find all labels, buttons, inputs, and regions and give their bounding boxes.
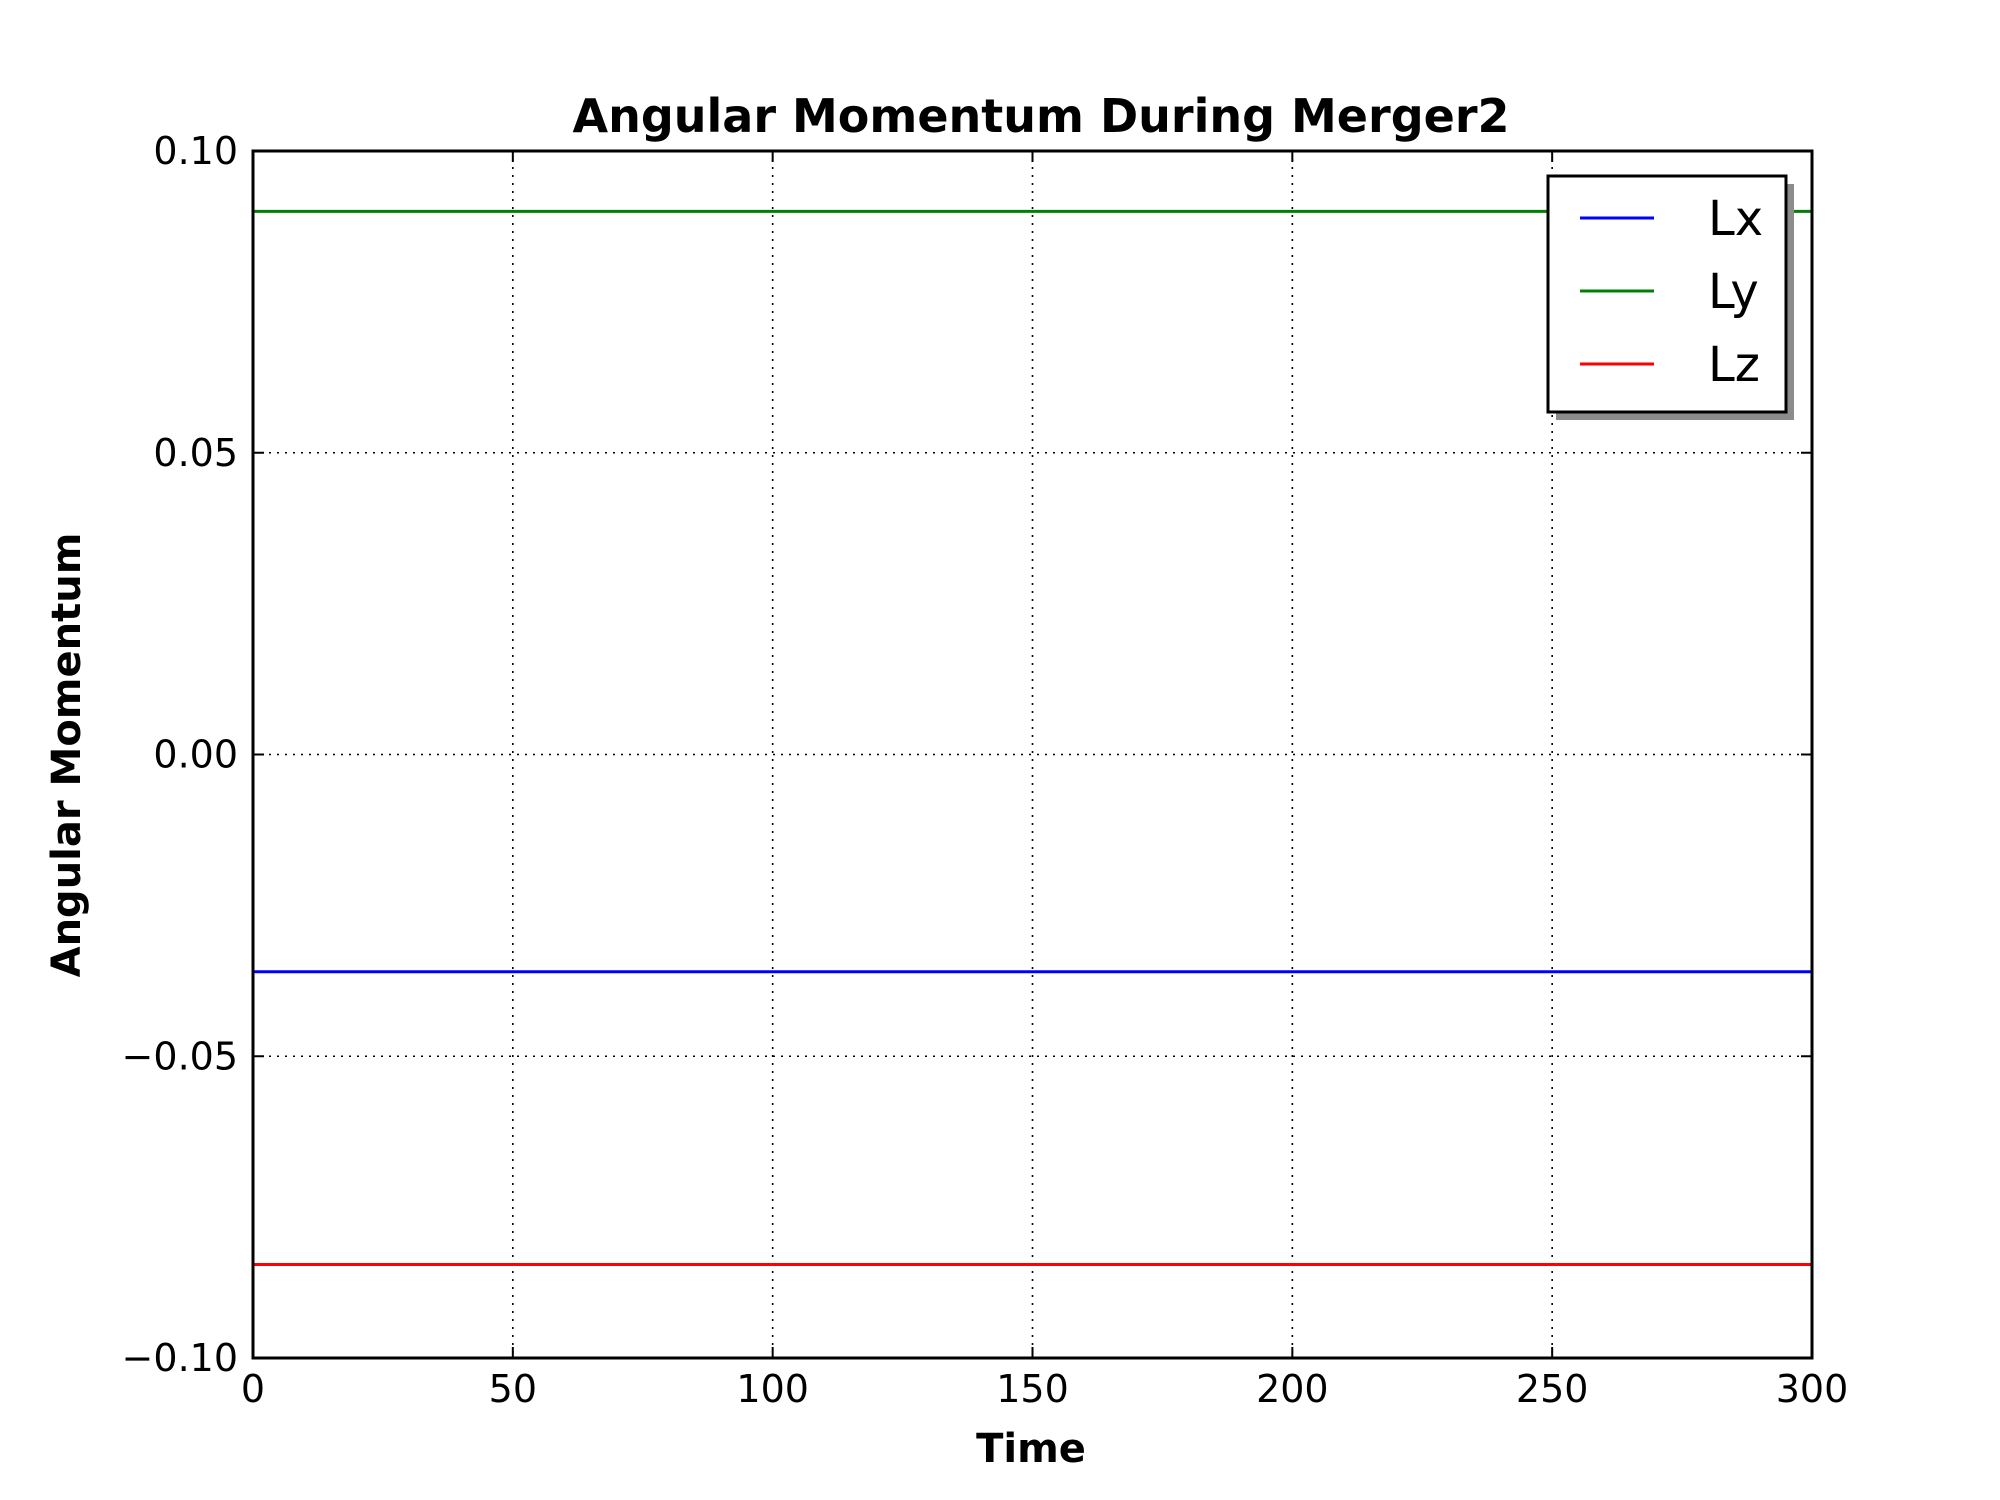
- y-tick-label: 0.05: [153, 431, 238, 475]
- chart-title: Angular Momentum During Merger2: [572, 89, 1509, 143]
- axis-ticks: 0 50 100 150 200 250 300 −0.10 −0.05 0.00 0.05 0.10: [122, 129, 1849, 1411]
- x-tick-label: 0: [241, 1367, 265, 1411]
- legend-label-lx: Lx: [1708, 191, 1763, 247]
- legend-label-ly: Ly: [1708, 264, 1759, 320]
- x-tick-label: 250: [1516, 1367, 1589, 1411]
- x-axis-label: Time: [976, 1426, 1086, 1472]
- x-tick-label: 150: [996, 1367, 1069, 1411]
- x-tick-label: 50: [489, 1367, 537, 1411]
- y-tick-label: 0.00: [153, 733, 238, 777]
- x-tick-label: 200: [1256, 1367, 1329, 1411]
- legend: Lx Ly Lz: [1546, 174, 1794, 420]
- y-tick-label: 0.10: [153, 129, 238, 173]
- legend-box: [1546, 174, 1788, 414]
- y-tick-label: −0.10: [122, 1336, 238, 1380]
- x-tick-label: 300: [1776, 1367, 1849, 1411]
- legend-label-lz: Lz: [1708, 337, 1760, 393]
- y-axis-label: Angular Momentum: [44, 533, 90, 978]
- x-tick-label: 100: [736, 1367, 809, 1411]
- y-tick-label: −0.05: [122, 1034, 238, 1078]
